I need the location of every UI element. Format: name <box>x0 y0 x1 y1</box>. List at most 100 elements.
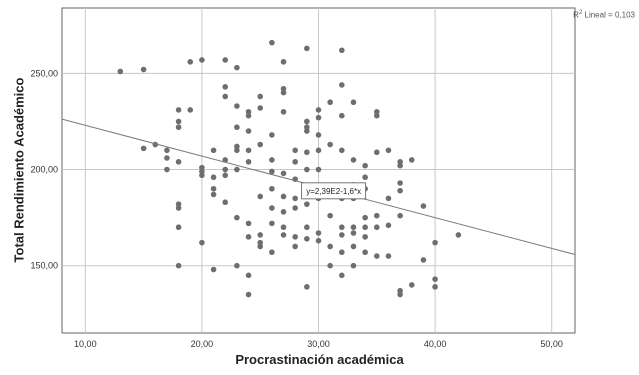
data-point <box>339 272 345 279</box>
y-tick-label: 150,00 <box>30 261 58 271</box>
data-point <box>175 159 182 165</box>
data-point <box>280 109 287 115</box>
data-point <box>269 185 275 192</box>
r2-prefix: R <box>573 10 579 20</box>
data-point <box>234 143 240 150</box>
r2-value: Lineal = 0,103 <box>582 10 636 20</box>
x-axis-title: Procrastinación académica <box>235 352 404 367</box>
data-point <box>373 224 380 231</box>
data-point <box>408 157 415 163</box>
data-point <box>175 107 182 113</box>
data-point <box>350 99 357 106</box>
data-point <box>245 234 252 240</box>
data-point <box>350 230 357 236</box>
data-point <box>385 222 392 229</box>
x-tick-label: 40,00 <box>424 339 447 349</box>
r2-superscript: 2 <box>578 10 583 16</box>
data-point <box>257 232 264 238</box>
data-point <box>292 159 298 165</box>
data-point <box>210 174 217 181</box>
data-point <box>234 262 240 269</box>
data-point <box>234 147 240 154</box>
y-tick-label: 250,00 <box>30 68 58 78</box>
data-point <box>234 124 240 131</box>
data-point <box>432 239 438 246</box>
data-point <box>280 170 287 177</box>
data-point <box>222 93 229 100</box>
data-point <box>257 141 264 148</box>
data-point <box>339 82 345 88</box>
data-point <box>280 59 287 65</box>
data-point <box>292 195 298 202</box>
data-point <box>280 232 287 238</box>
data-point <box>292 243 298 250</box>
data-point <box>292 205 298 211</box>
data-point <box>175 201 182 207</box>
data-point <box>304 128 310 134</box>
data-point <box>257 93 264 100</box>
data-point <box>210 185 217 192</box>
data-point <box>339 147 345 154</box>
data-point <box>234 166 240 173</box>
data-point <box>292 234 298 240</box>
data-point <box>315 237 322 244</box>
data-point <box>245 159 252 165</box>
data-point <box>222 199 229 206</box>
data-point <box>245 147 252 154</box>
data-point <box>187 107 194 113</box>
data-point <box>304 284 310 290</box>
data-point <box>210 191 217 198</box>
data-point <box>234 64 240 71</box>
data-point <box>222 166 229 173</box>
y-tick-label: 200,00 <box>30 165 58 175</box>
x-tick-label: 20,00 <box>191 339 214 349</box>
data-point <box>222 157 229 163</box>
data-point <box>199 164 205 171</box>
data-point <box>350 224 357 231</box>
data-point <box>304 224 310 231</box>
data-point <box>408 282 415 288</box>
data-point <box>175 224 182 231</box>
data-point <box>280 209 287 215</box>
data-point <box>420 203 427 209</box>
fit-line-group: y=2,39E2-1,6*x <box>61 118 576 256</box>
data-point <box>350 243 357 250</box>
data-point <box>140 66 147 73</box>
data-point <box>269 220 275 227</box>
data-point <box>269 132 275 138</box>
data-point <box>420 257 427 263</box>
data-point <box>350 157 357 163</box>
data-point <box>199 172 205 179</box>
data-point <box>164 166 170 173</box>
data-point <box>210 266 217 273</box>
x-tick-label: 10,00 <box>74 339 97 349</box>
data-point <box>373 253 380 259</box>
data-point <box>175 118 182 125</box>
data-point <box>397 212 403 219</box>
data-point <box>397 287 403 294</box>
fit-line-label: y=2,39E2-1,6*x <box>306 187 361 196</box>
data-point <box>222 84 229 90</box>
data-point <box>304 124 310 131</box>
data-point <box>373 212 380 219</box>
data-point <box>362 174 368 181</box>
data-point <box>269 168 275 175</box>
data-point <box>315 114 322 121</box>
data-point <box>339 112 345 119</box>
data-point <box>234 214 240 221</box>
data-point <box>187 59 194 65</box>
data-point <box>327 243 333 250</box>
data-point <box>210 147 217 154</box>
data-point <box>373 112 380 119</box>
data-point <box>362 234 368 240</box>
data-point <box>315 147 322 154</box>
data-point <box>373 149 380 156</box>
data-point <box>373 109 380 115</box>
data-point <box>199 168 205 175</box>
data-point <box>304 166 310 173</box>
data-point <box>304 235 310 242</box>
data-point <box>327 141 333 148</box>
data-point <box>117 68 124 75</box>
